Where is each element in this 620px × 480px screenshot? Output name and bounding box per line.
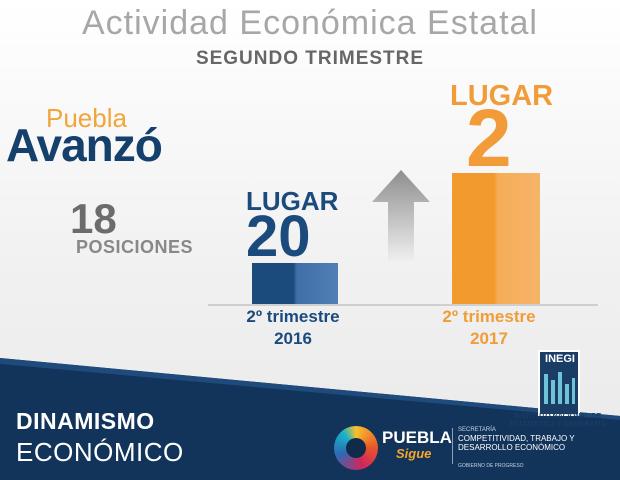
period-2017-line1: 2º trimestre (442, 307, 536, 326)
lugar-2017-value: 2 (466, 93, 512, 184)
period-2016-line2: 2016 (274, 329, 312, 348)
government-label: GOBIERNO DE PROGRESO (458, 463, 524, 469)
puebla-logo-tagline: Sigue (396, 446, 432, 461)
period-2017: 2º trimestre 2017 (414, 306, 564, 350)
logo-divider (452, 428, 453, 464)
page-title: Actividad Económica Estatal (82, 4, 538, 42)
period-2016: 2º trimestre 2016 (218, 306, 368, 350)
bar-2017 (452, 173, 540, 304)
bar-2016 (252, 263, 338, 304)
secretaria-name: COMPETITIVIDAD, TRABAJO Y DESARROLLO ECO… (458, 434, 575, 452)
period-2016-line1: 2º trimestre (246, 307, 340, 326)
advance-verb: Avanzó (6, 119, 163, 171)
puebla-logo-name: PUEBLA (382, 428, 452, 447)
positions-label: POSICIONES (76, 237, 194, 257)
positions-number: 18 (70, 195, 117, 242)
page-subtitle: SEGUNDO TRIMESTRE (195, 48, 425, 69)
state-name: Puebla (46, 103, 127, 133)
inegi-word: INEGI (545, 353, 575, 365)
period-2017-line2: 2017 (470, 329, 508, 348)
inegi-grid-icon (544, 372, 575, 404)
puebla-logo-center (346, 438, 366, 458)
footer-subtitle: ECONÓMICO (16, 437, 184, 467)
lugar-2016-value: 20 (246, 204, 311, 269)
footer-band (0, 358, 620, 480)
baseline (208, 304, 598, 306)
lugar-2017-label: LUGAR (450, 80, 554, 112)
inegi-name: INSTITUTO NACIONAL DE ESTADÍSTICA Y GEOG… (509, 413, 606, 428)
inegi-mark: INEGI (538, 350, 580, 416)
secretaria-label: SECRETARÍA (458, 427, 496, 433)
up-arrow-icon (372, 170, 430, 262)
lugar-2016-label: LUGAR (246, 186, 339, 216)
footer-title: DINAMISMO (16, 408, 155, 434)
